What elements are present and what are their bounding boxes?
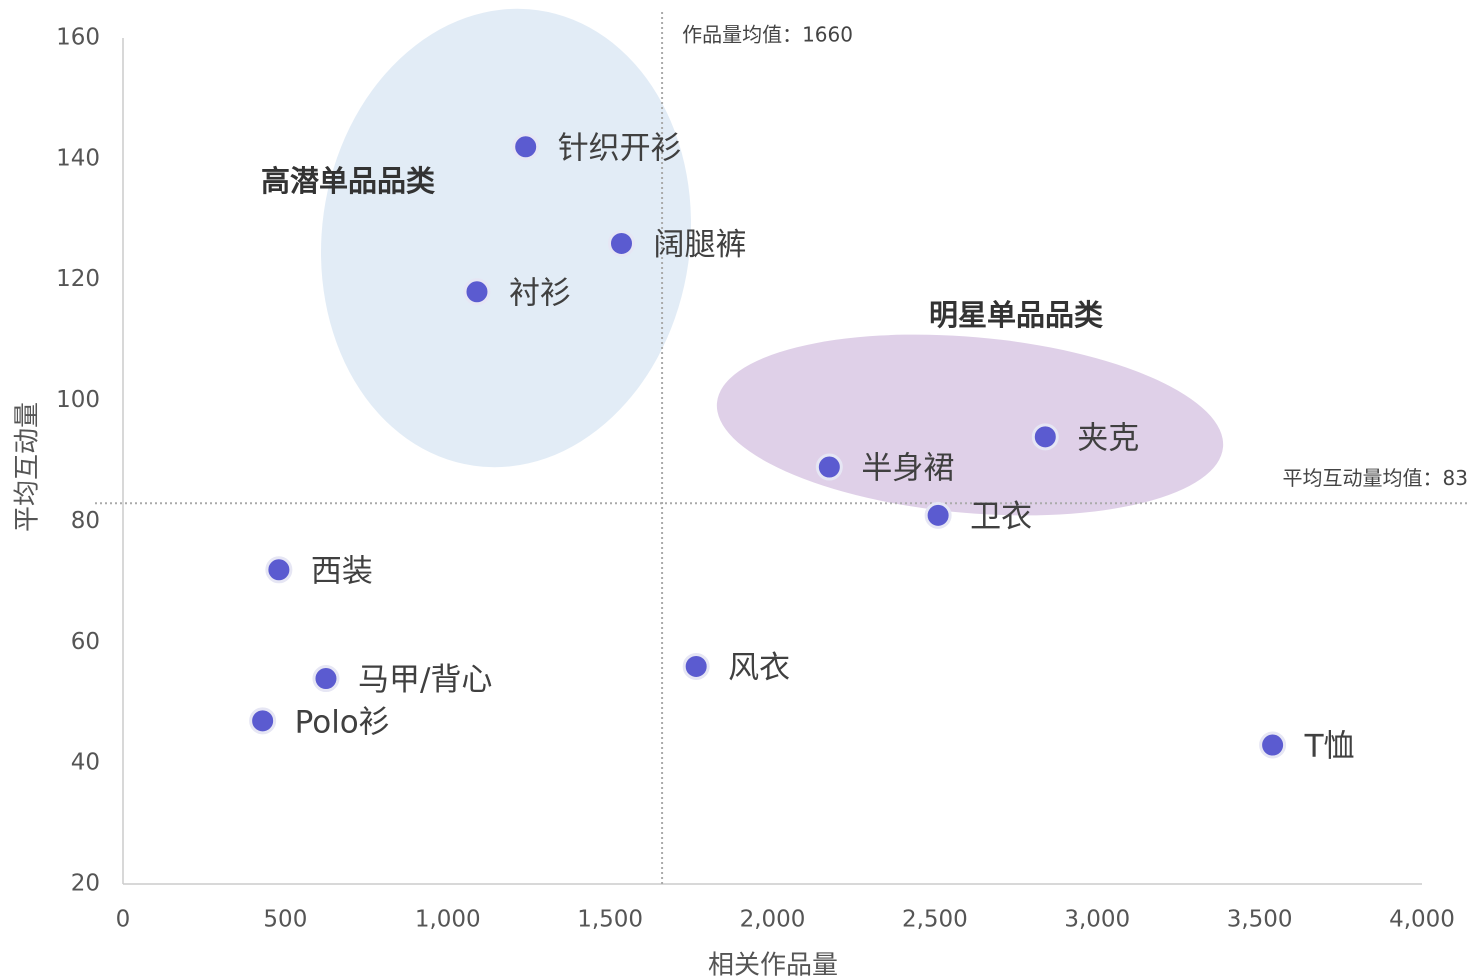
x-tick-label: 3,500: [1227, 907, 1293, 933]
y-tick-label: 40: [71, 750, 100, 776]
annotation: 高潜单品品类: [261, 164, 435, 198]
x-tick-label: 0: [116, 907, 131, 933]
point-label: Polo衫: [295, 704, 390, 740]
annotation: 明星单品品类: [929, 298, 1103, 332]
y-tick-label: 160: [56, 25, 100, 51]
point-label: 阔腿裤: [653, 227, 746, 263]
scatter-point: [1259, 731, 1287, 759]
y-tick-label: 100: [56, 387, 100, 413]
x-tick-label: 3,000: [1064, 907, 1130, 933]
point-label: T恤: [1304, 729, 1355, 765]
point-label: 衬衫: [509, 275, 571, 311]
x-tick-label: 1,000: [415, 907, 481, 933]
scatter-point: [1031, 423, 1059, 451]
y-tick-label: 80: [71, 508, 100, 534]
point-label: 卫衣: [970, 499, 1032, 535]
point-label: 半身裙: [861, 451, 954, 487]
highlight-ellipse: [321, 8, 691, 468]
x-tick-label: 2,500: [902, 907, 968, 933]
point-label: 针织开衫: [558, 130, 682, 166]
y-tick-label: 120: [56, 266, 100, 292]
point-label: 西装: [311, 553, 373, 589]
scatter-point: [512, 133, 540, 161]
scatter-point: [249, 707, 277, 735]
y-tick-label: 60: [71, 629, 100, 655]
point-label: 风衣: [728, 650, 790, 686]
y-tick-label: 140: [56, 145, 100, 171]
reference-label: 平均互动量均值：83: [1283, 466, 1468, 490]
x-tick-label: 2,000: [740, 907, 806, 933]
y-axis-title: 平均互动量: [13, 402, 43, 532]
y-tick-label: 20: [71, 871, 100, 897]
scatter-point: [682, 652, 710, 680]
x-tick-label: 1,500: [577, 907, 643, 933]
scatter-point: [924, 501, 952, 529]
scatter-point: [265, 556, 293, 584]
point-label: 夹克: [1077, 420, 1139, 456]
scatter-point: [463, 278, 491, 306]
x-axis-title: 相关作品量: [708, 951, 838, 980]
x-tick-label: 4,000: [1389, 907, 1455, 933]
point-label: 马甲/背心: [358, 662, 492, 698]
scatter-point: [815, 453, 843, 481]
scatter-point: [607, 229, 635, 257]
x-tick-label: 500: [263, 907, 307, 933]
scatter-point: [312, 665, 340, 693]
reference-label: 作品量均值：1660: [682, 23, 853, 47]
highlight-ellipse: [716, 334, 1224, 516]
